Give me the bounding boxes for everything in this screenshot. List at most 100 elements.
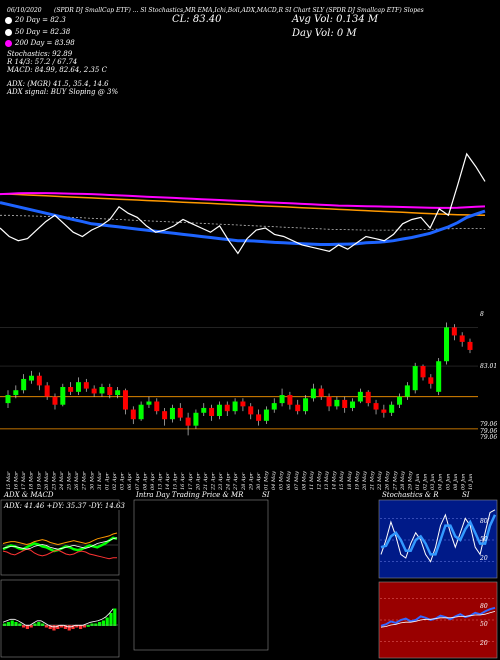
plus-dy-line bbox=[2, 536, 118, 553]
candle-body bbox=[177, 407, 183, 418]
candle-body bbox=[428, 377, 434, 384]
candle-body bbox=[365, 391, 371, 404]
date-tick-label: 27 Mar bbox=[82, 471, 88, 491]
date-tick-label: 09 Apr bbox=[150, 472, 156, 490]
candle-body bbox=[397, 396, 403, 405]
top-line: (SPDR DJ SmallCap ETF) ... Sl Stochastic… bbox=[54, 7, 424, 14]
sma-50-text: 50 Day = 82.38 bbox=[15, 28, 71, 36]
date-tick-label: 14 Apr bbox=[165, 472, 171, 490]
ema-series-price bbox=[0, 152, 486, 255]
macd-bar bbox=[98, 622, 102, 626]
candle-body bbox=[232, 401, 238, 412]
date-tick-label: 26 Mar bbox=[74, 471, 80, 491]
stoch-level-20: 20 bbox=[480, 555, 488, 562]
candle-body bbox=[60, 387, 66, 405]
r-readout: R 14/3: 57.2 / 67.74 bbox=[7, 58, 78, 66]
candle-body bbox=[404, 385, 410, 397]
date-tick-label: 05 May bbox=[279, 471, 285, 490]
candle-body bbox=[68, 387, 74, 392]
candle-right-label-0: 8 bbox=[480, 311, 484, 318]
date-tick-label: 21 May bbox=[370, 471, 376, 491]
date-tick-label: 19 May bbox=[354, 471, 360, 490]
macd-panel-frame bbox=[0, 579, 120, 658]
date-tick-label: 03 Jun bbox=[430, 474, 436, 490]
candle-body bbox=[436, 361, 442, 392]
date-tick-label: 31 Mar bbox=[97, 471, 103, 490]
candle-body bbox=[420, 366, 426, 378]
date-tick-label: 20 May bbox=[362, 471, 368, 491]
date-tick-label: 06 Apr bbox=[127, 472, 133, 490]
intraday-suffix: SI bbox=[262, 491, 270, 499]
candle-body bbox=[373, 403, 379, 410]
macd-bar bbox=[6, 622, 10, 626]
candle-body bbox=[350, 401, 356, 408]
date-tick-label: 23 Apr bbox=[218, 472, 224, 491]
candle-body bbox=[52, 396, 58, 405]
candle-right-label-4: 79.06 bbox=[480, 434, 498, 441]
date-tick-label: 15 Apr bbox=[173, 472, 179, 490]
date-tick-label: 15 May bbox=[339, 471, 345, 490]
candle-body bbox=[193, 412, 199, 426]
date-tick-label: 08 May bbox=[301, 471, 307, 490]
date-tick-label: 01 Apr bbox=[105, 472, 111, 490]
macd-bar bbox=[105, 617, 109, 626]
candle-body bbox=[224, 404, 230, 412]
date-tick-label: 26 May bbox=[385, 471, 391, 491]
ema-series-ema-blue bbox=[0, 201, 486, 246]
macd-bar bbox=[113, 608, 117, 626]
candle-body bbox=[75, 382, 81, 392]
macd-bar bbox=[10, 620, 14, 626]
stoch-level-50: 50 bbox=[480, 536, 488, 543]
adx-subtitle: ADX: 41.46 +DY: 35.37 -DY: 14.63 bbox=[4, 502, 125, 510]
intraday-panel-frame bbox=[133, 499, 269, 651]
intraday-title: Intra Day Trading Price & MR bbox=[136, 491, 244, 499]
macd-bar bbox=[22, 625, 26, 628]
candle-body bbox=[412, 366, 418, 391]
candle-body bbox=[146, 401, 152, 405]
stoch-readout: Stochastics: 92.89 bbox=[7, 50, 73, 58]
candle-body bbox=[107, 387, 113, 396]
date-tick-label: 27 Apr bbox=[233, 472, 239, 491]
adx-readout: ADX: (MGR) 41.5, 35.4, 14.6 bbox=[7, 80, 109, 88]
candle-body bbox=[83, 382, 89, 389]
ema-series-sma200 bbox=[0, 192, 486, 209]
date-tick-label: 06 May bbox=[286, 471, 292, 490]
candle-body bbox=[209, 407, 215, 416]
date-tick-label: 16 Mar bbox=[14, 471, 20, 490]
candle-body bbox=[381, 409, 387, 413]
sma-20-line: 20 Day = 82.3 bbox=[5, 16, 66, 24]
sma-200-line: 200 Day = 83.98 bbox=[5, 39, 75, 47]
ema-series-ema-orange bbox=[0, 193, 486, 217]
candle-body bbox=[310, 388, 316, 399]
date-tick-label: 30 Apr bbox=[256, 472, 262, 490]
date-tick-label: 27 May bbox=[392, 471, 398, 491]
candle-body bbox=[130, 409, 136, 420]
candle-body bbox=[295, 404, 301, 412]
candle-body bbox=[122, 390, 128, 410]
candle-right-label-1: 83.01 bbox=[480, 363, 498, 370]
candle-body bbox=[28, 375, 34, 381]
date-tick-label: 01 Jun bbox=[415, 474, 421, 490]
main-chart: 15 Mar 16 Mar 17 Mar 18 Mar 19 Mar 20 Mar 23 M… bbox=[0, 152, 486, 491]
candle-body bbox=[256, 414, 262, 421]
candle-body bbox=[318, 388, 324, 397]
date-tick-label: 07 May bbox=[294, 471, 300, 490]
candle-body bbox=[91, 388, 97, 394]
candle-body bbox=[287, 395, 293, 405]
date-tick-label: 28 May bbox=[400, 471, 406, 491]
candle-body bbox=[115, 390, 121, 396]
day-vol-label: Day Vol: 0 M bbox=[292, 28, 357, 39]
date-tick-label: 22 Apr bbox=[211, 472, 217, 491]
close-label: CL: 83.40 bbox=[172, 14, 222, 25]
sma-20-text: 20 Day = 82.3 bbox=[15, 16, 66, 24]
adx-signal-readout: ADX signal: BUY Sloping @ 3% bbox=[7, 88, 119, 96]
macd-bar bbox=[75, 625, 79, 628]
candle-body bbox=[357, 391, 363, 402]
sma-50-swatch bbox=[5, 28, 12, 36]
candle-body bbox=[138, 404, 144, 420]
date-tick-label: 20 Mar bbox=[44, 471, 50, 491]
candle-body bbox=[303, 398, 309, 412]
macd-bar bbox=[82, 625, 86, 628]
candle-body bbox=[248, 406, 254, 415]
